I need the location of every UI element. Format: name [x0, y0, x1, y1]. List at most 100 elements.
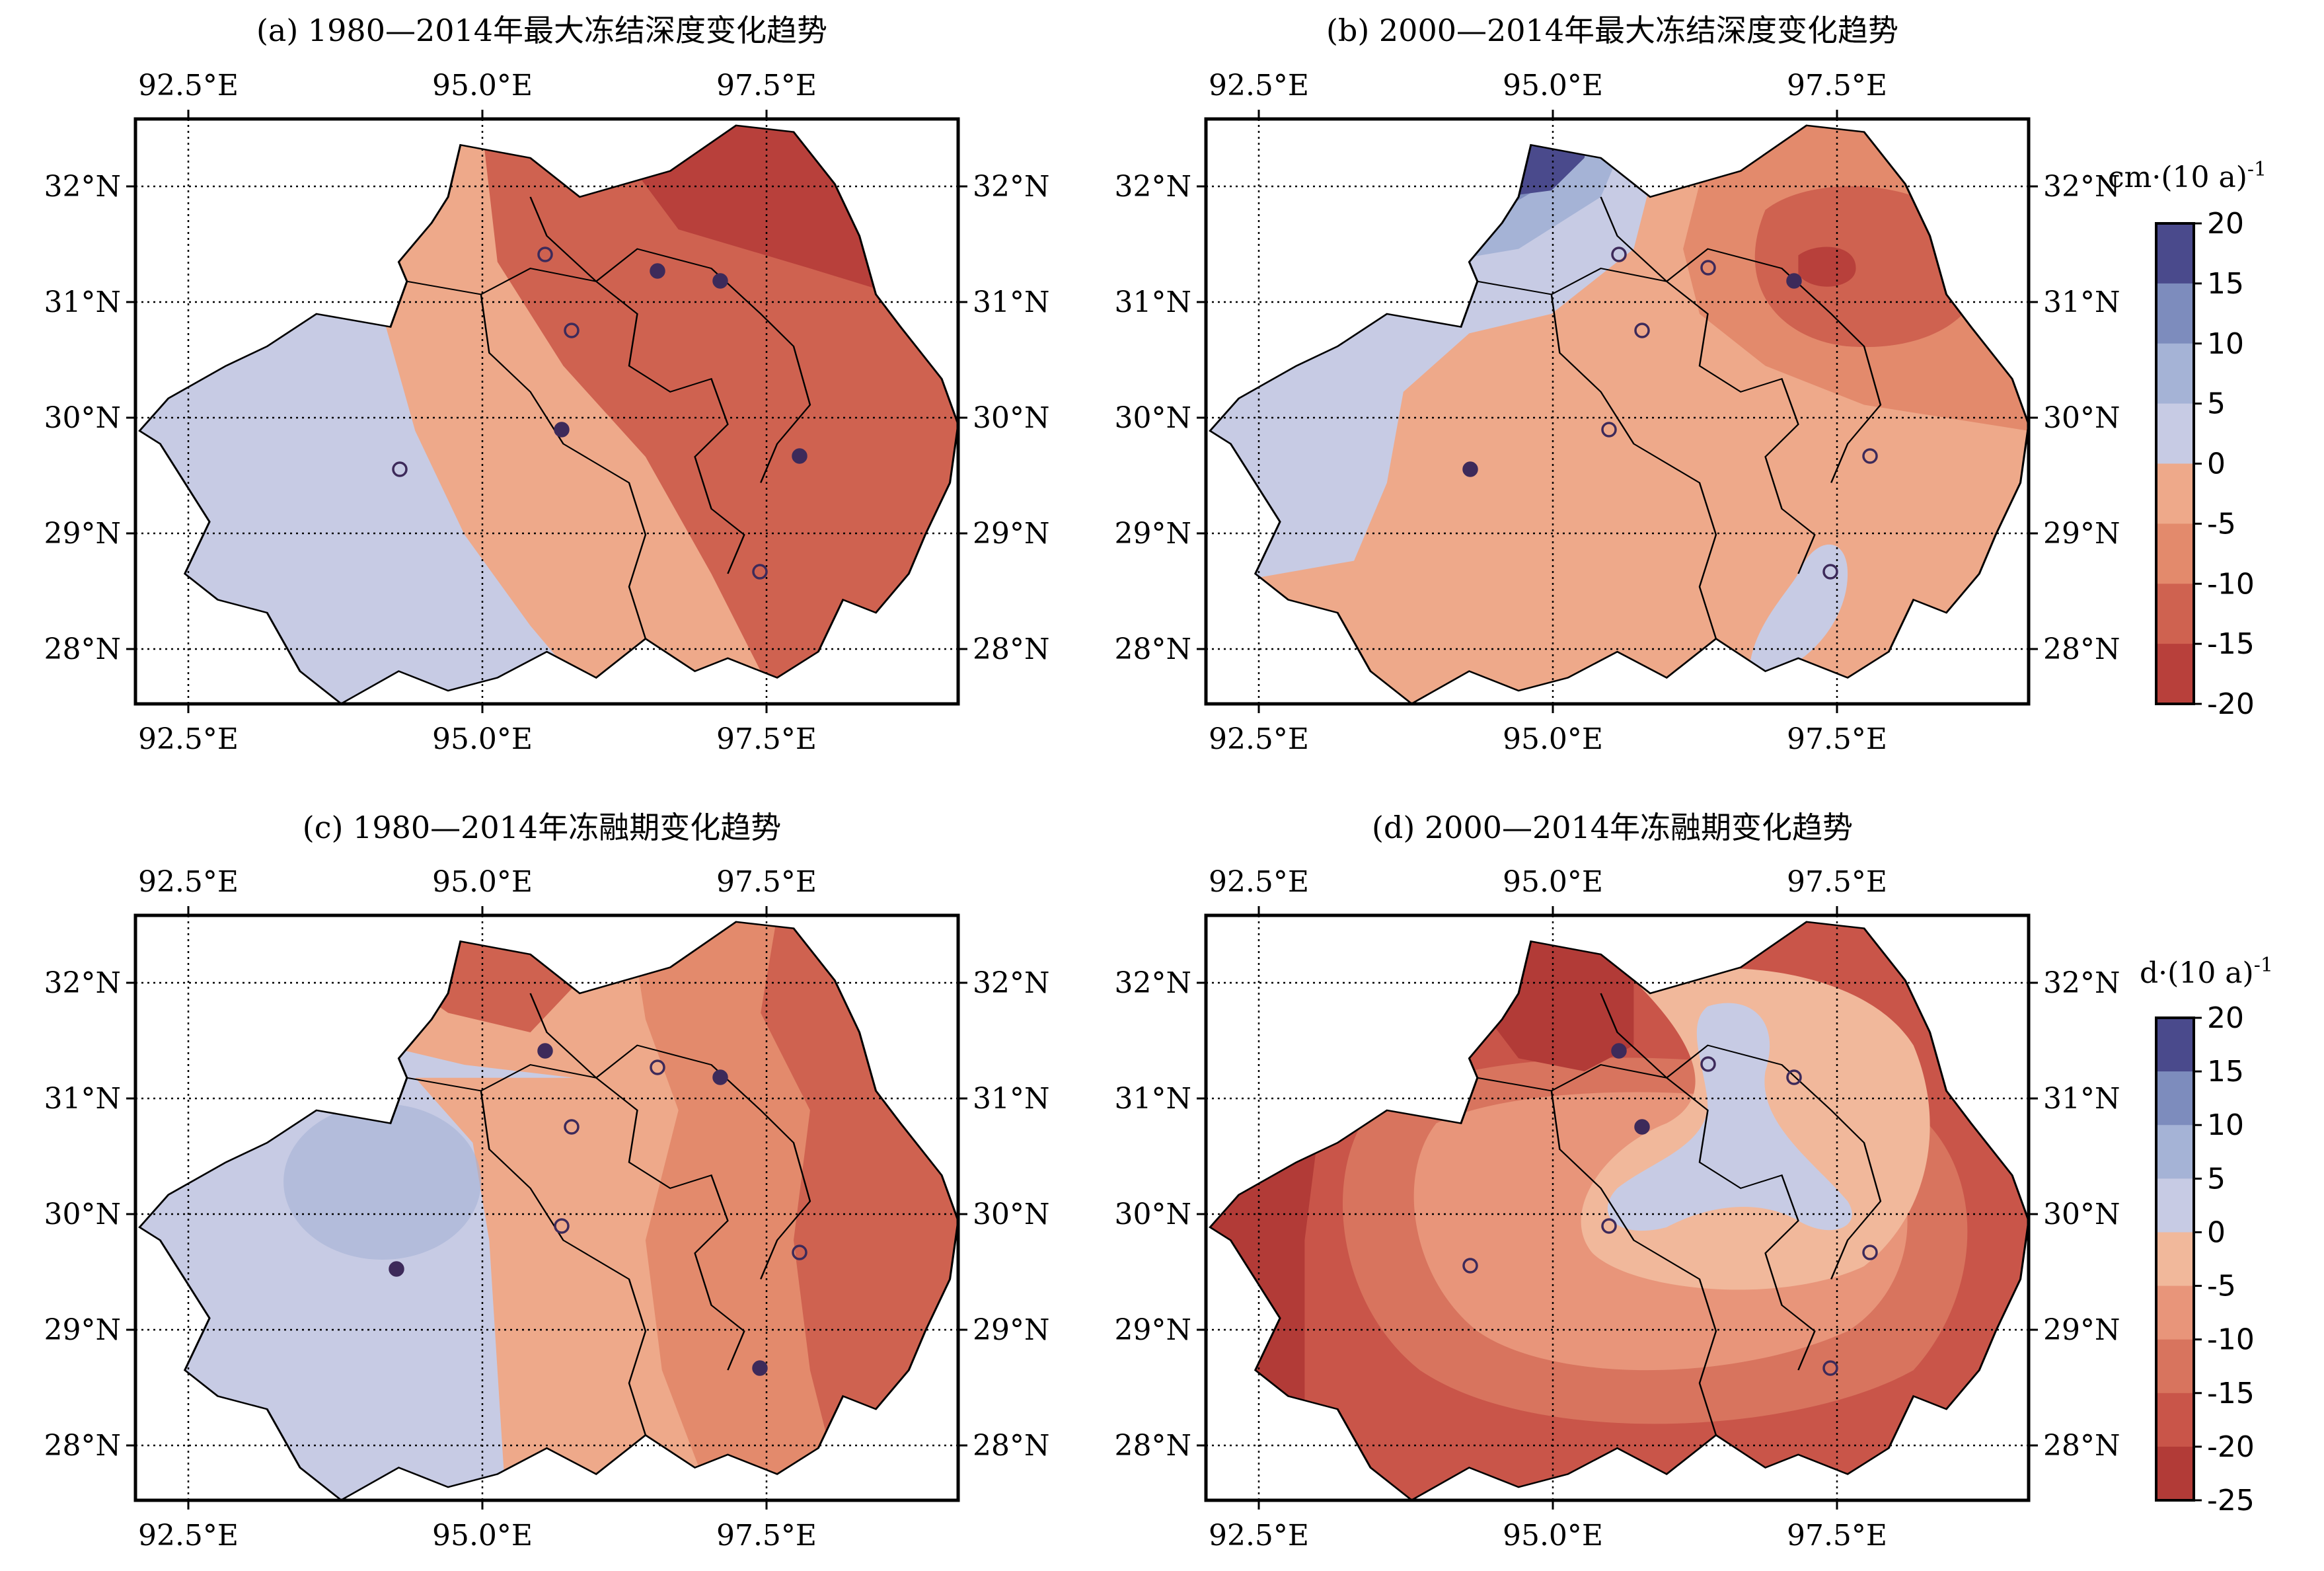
- y-tick-label-right: 30°N: [973, 1198, 1050, 1231]
- y-tick-label-right: 32°N: [973, 170, 1050, 204]
- x-tick-label-top: 92.5°E: [138, 69, 239, 102]
- colorbar-segment: [2156, 1125, 2194, 1179]
- panel-c: [135, 915, 959, 1502]
- y-tick-label-left: 32°N: [1115, 966, 1192, 1000]
- y-tick-label-left: 28°N: [1115, 632, 1192, 666]
- colorbar-segment: [2156, 1285, 2194, 1340]
- y-tick-label-left: 31°N: [44, 1082, 122, 1116]
- station-insignificant: [650, 1059, 665, 1075]
- colorbar-tick-label: -15: [2207, 1377, 2255, 1410]
- colorbar-tick-label: -15: [2207, 627, 2255, 661]
- colorbar-depth-unit: cm·(10 a)-1: [2108, 158, 2267, 195]
- y-tick-label-right: 28°N: [2043, 632, 2120, 666]
- station-insignificant: [1822, 1360, 1838, 1376]
- colorbar-segment: [2156, 1018, 2194, 1072]
- station-insignificant: [1862, 448, 1878, 464]
- colorbar-tick-label: -5: [2207, 1270, 2236, 1303]
- x-tick-label-top: 97.5°E: [716, 865, 817, 899]
- x-tick-label-bottom: 95.0°E: [1503, 1519, 1603, 1552]
- station-significant: [712, 273, 728, 289]
- y-tick-label-left: 31°N: [44, 286, 122, 319]
- x-tick-label-bottom: 92.5°E: [1209, 722, 1309, 756]
- colorbar-tick-label: -5: [2207, 507, 2236, 541]
- station-insignificant: [1786, 1069, 1802, 1085]
- colorbar-tick-label: 15: [2207, 267, 2244, 301]
- colorbar-segment: [2156, 1339, 2194, 1394]
- y-tick-label-right: 28°N: [2043, 1429, 2120, 1463]
- station-insignificant: [1462, 1258, 1478, 1274]
- x-tick-label-top: 95.0°E: [1503, 865, 1603, 899]
- y-tick-label-right: 31°N: [973, 1082, 1050, 1116]
- station-insignificant: [1601, 1218, 1617, 1234]
- y-tick-label-left: 30°N: [1115, 1198, 1192, 1231]
- y-tick-label-right: 29°N: [2043, 517, 2120, 551]
- colorbar-segment: [2156, 1446, 2194, 1501]
- station-insignificant: [752, 564, 768, 580]
- colorbar-tick-label: 5: [2207, 387, 2226, 421]
- y-tick-label-right: 31°N: [973, 286, 1050, 319]
- y-tick-label-right: 30°N: [973, 401, 1050, 435]
- station-significant: [1611, 1043, 1627, 1059]
- y-tick-label-right: 32°N: [973, 966, 1050, 1000]
- y-tick-label-left: 32°N: [44, 966, 122, 1000]
- x-tick-label-top: 97.5°E: [716, 69, 817, 102]
- map-border: [1204, 117, 2031, 706]
- y-tick-label-left: 28°N: [44, 632, 122, 666]
- panel-c-title: (c) 1980—2014年冻融期变化趋势: [303, 810, 781, 845]
- colorbar-segment: [2156, 283, 2194, 344]
- map-frames: 92.5°E 92.5°E 95.0°E 95.0°E 97.5°E 97.5°E 32°N…: [44, 69, 2120, 1552]
- x-tick-label-bottom: 92.5°E: [1209, 1519, 1309, 1552]
- x-tick-label-bottom: 95.0°E: [432, 722, 533, 756]
- colorbar-segment: [2156, 1393, 2194, 1447]
- y-tick-label-left: 30°N: [44, 1198, 122, 1231]
- station-insignificant: [792, 1245, 807, 1260]
- map-border: [1204, 913, 2031, 1502]
- station-insignificant: [1611, 247, 1627, 262]
- station-significant: [712, 1069, 728, 1085]
- stations: [389, 247, 1878, 1376]
- x-tick-label-bottom: 97.5°E: [1787, 1519, 1887, 1552]
- colorbar-segment: [2156, 1232, 2194, 1287]
- frame-panel-c: 92.5°E 92.5°E 95.0°E 95.0°E 97.5°E 97.5°E 32°N…: [44, 865, 1050, 1552]
- colorbar-tick-label: 10: [2207, 327, 2244, 361]
- colorbar-segment: [2156, 343, 2194, 404]
- station-insignificant: [1601, 422, 1617, 438]
- y-tick-label-left: 32°N: [44, 170, 122, 204]
- colorbars: 20 15 10 5 0 -5 -10 -15 -20 20 15 10 5 0 -5 -10 -15 -20 -2…: [2155, 207, 2255, 1517]
- frame-panel-a: 92.5°E 92.5°E 95.0°E 95.0°E 97.5°E 97.5°E 32°N…: [44, 69, 1050, 756]
- colorbar-tick-label: 0: [2207, 447, 2226, 481]
- colorbar-tick-label: 20: [2207, 207, 2244, 241]
- colorbar-segment: [2156, 463, 2194, 524]
- y-tick-label-left: 30°N: [1115, 401, 1192, 435]
- station-insignificant: [554, 1218, 570, 1234]
- y-tick-label-left: 28°N: [1115, 1429, 1192, 1463]
- station-significant: [554, 422, 570, 438]
- y-tick-label-left: 29°N: [44, 1313, 122, 1347]
- y-tick-label-left: 28°N: [44, 1429, 122, 1463]
- station-significant: [537, 1043, 553, 1059]
- colorbar-tick-label: 10: [2207, 1108, 2244, 1142]
- station-insignificant: [1700, 260, 1716, 276]
- station-insignificant: [1634, 323, 1650, 338]
- y-tick-label-left: 29°N: [1115, 1313, 1192, 1347]
- colorbar-tick-label: -10: [2207, 1323, 2255, 1357]
- colorbar-tick-label: -10: [2207, 567, 2255, 601]
- y-tick-label-right: 28°N: [973, 632, 1050, 666]
- x-tick-label-top: 97.5°E: [1787, 865, 1887, 899]
- y-tick-label-left: 29°N: [44, 517, 122, 551]
- station-insignificant: [564, 323, 580, 338]
- colorbar-segment: [2156, 644, 2194, 705]
- station-insignificant: [392, 461, 408, 477]
- colorbar-segment: [2156, 584, 2194, 644]
- panel-c-contours: [139, 921, 959, 1500]
- colorbar-tick-label: -25: [2207, 1484, 2255, 1517]
- colorbar-segment: [2156, 1178, 2194, 1233]
- station-significant: [1786, 273, 1802, 289]
- colorbar-tick-label: 20: [2207, 1001, 2244, 1035]
- y-tick-label-left: 31°N: [1115, 286, 1192, 319]
- colorbar-segment: [2156, 403, 2194, 464]
- panel-d-contours: [1210, 921, 2029, 1500]
- colorbar-tick-label: 15: [2207, 1055, 2244, 1089]
- station-significant: [650, 263, 665, 279]
